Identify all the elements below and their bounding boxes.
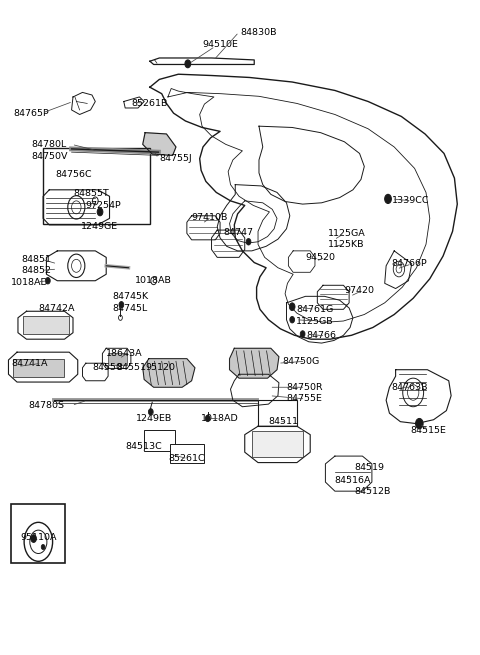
Text: 1018AB: 1018AB (135, 276, 171, 285)
Bar (23, 316, 69, 334)
Text: 84766: 84766 (306, 331, 336, 341)
Text: 1125KB: 1125KB (328, 240, 364, 249)
Text: 84745L: 84745L (112, 303, 147, 312)
Text: 84766P: 84766P (392, 259, 428, 269)
Bar (108, 354, 127, 365)
Text: 84742A: 84742A (38, 303, 75, 312)
Text: 84851: 84851 (22, 255, 52, 264)
Circle shape (300, 331, 305, 337)
Polygon shape (143, 133, 176, 155)
Polygon shape (143, 359, 195, 387)
Text: 84551: 84551 (117, 364, 147, 372)
Circle shape (246, 238, 251, 245)
Text: 1249EB: 1249EB (136, 414, 172, 423)
Text: 84755E: 84755E (287, 394, 323, 403)
Bar (252, 432, 303, 457)
Text: 84855T: 84855T (73, 189, 109, 198)
Circle shape (205, 415, 210, 422)
Text: 84747: 84747 (223, 228, 253, 237)
Text: 1018AD: 1018AD (201, 414, 239, 423)
Bar (12, 504, 65, 563)
Text: 84763B: 84763B (392, 383, 428, 392)
Text: 84550: 84550 (92, 364, 122, 372)
Circle shape (148, 409, 153, 415)
Polygon shape (229, 348, 279, 378)
Text: 84755J: 84755J (159, 154, 192, 163)
Text: 94520: 94520 (305, 253, 336, 262)
Text: 1125GA: 1125GA (328, 229, 366, 238)
Circle shape (185, 60, 191, 67)
Text: 97420: 97420 (344, 286, 374, 295)
Text: 1339CC: 1339CC (392, 196, 429, 206)
Bar (170, 444, 204, 462)
Circle shape (384, 195, 391, 204)
Text: 84750R: 84750R (287, 383, 323, 392)
Circle shape (289, 303, 295, 310)
Text: 84511: 84511 (268, 417, 299, 426)
Text: 97410B: 97410B (192, 213, 228, 221)
Circle shape (31, 534, 36, 542)
Bar (258, 400, 297, 426)
Text: 84513C: 84513C (125, 443, 162, 451)
Text: 18643A: 18643A (106, 349, 143, 358)
Circle shape (416, 419, 423, 429)
Text: 84761G: 84761G (296, 305, 333, 314)
Text: 84750G: 84750G (283, 357, 320, 365)
Text: 95110A: 95110A (20, 533, 57, 542)
Text: 84756C: 84756C (55, 170, 92, 179)
Text: 84745K: 84745K (112, 292, 148, 301)
Text: 85261C: 85261C (169, 454, 205, 463)
Text: 84780S: 84780S (29, 401, 65, 410)
Text: 97254P: 97254P (86, 201, 121, 210)
Text: 84830B: 84830B (240, 28, 276, 37)
Text: 84765P: 84765P (13, 109, 49, 118)
Text: 85261B: 85261B (131, 99, 167, 108)
Circle shape (97, 208, 103, 215)
Circle shape (119, 301, 124, 308)
Text: 94510E: 94510E (202, 41, 238, 50)
Text: 1018AD: 1018AD (12, 278, 49, 286)
Text: 84515E: 84515E (411, 426, 447, 435)
Text: 95120: 95120 (145, 364, 175, 372)
Text: 84519: 84519 (355, 462, 385, 472)
Text: 84741A: 84741A (12, 359, 48, 367)
Bar (144, 430, 175, 451)
Text: 1249GE: 1249GE (81, 222, 118, 231)
Circle shape (46, 278, 50, 284)
Text: 1125GB: 1125GB (296, 316, 334, 326)
Text: 84750V: 84750V (31, 152, 68, 161)
Text: 84516A: 84516A (334, 476, 371, 485)
Text: 84780L: 84780L (31, 140, 67, 149)
Bar (13, 359, 64, 377)
Circle shape (290, 316, 295, 323)
Text: 84512B: 84512B (355, 487, 391, 496)
Text: 84852: 84852 (22, 266, 52, 275)
Bar (43, 148, 150, 223)
Circle shape (41, 544, 45, 550)
